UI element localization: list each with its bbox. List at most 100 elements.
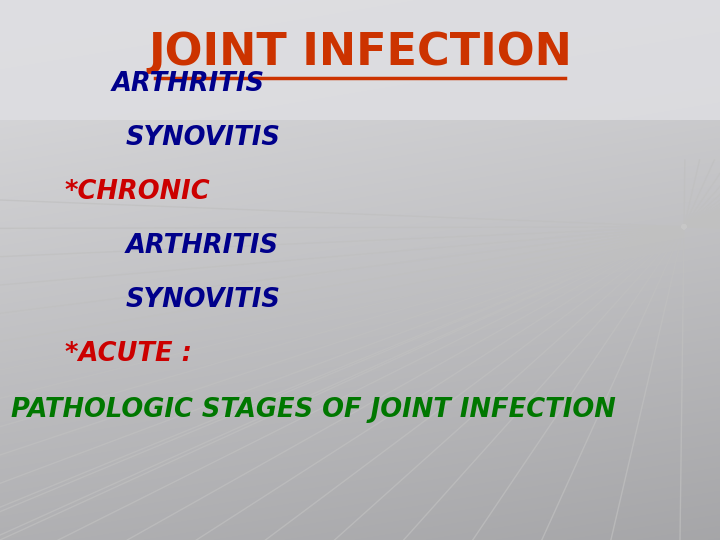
- Bar: [0, 76, 720, 78]
- Circle shape: [682, 225, 686, 229]
- Circle shape: [682, 225, 686, 229]
- Circle shape: [682, 225, 686, 229]
- Circle shape: [682, 225, 686, 229]
- Circle shape: [682, 225, 686, 229]
- Circle shape: [682, 225, 686, 229]
- Circle shape: [682, 225, 686, 229]
- Bar: [0, 12, 720, 14]
- Text: *ACUTE :: *ACUTE :: [65, 341, 192, 367]
- Bar: [0, 34, 720, 36]
- Bar: [0, 26, 720, 28]
- Bar: [0, 2, 720, 4]
- Bar: [0, 20, 720, 22]
- Circle shape: [682, 225, 686, 229]
- Circle shape: [682, 225, 686, 229]
- Circle shape: [682, 225, 686, 229]
- Circle shape: [682, 225, 686, 229]
- Circle shape: [682, 225, 686, 229]
- Circle shape: [682, 225, 686, 229]
- Circle shape: [682, 225, 686, 229]
- Circle shape: [682, 225, 686, 229]
- Circle shape: [682, 225, 686, 229]
- Circle shape: [682, 225, 686, 229]
- Circle shape: [682, 225, 686, 229]
- Circle shape: [682, 225, 686, 229]
- Circle shape: [682, 225, 686, 229]
- Bar: [0, 44, 720, 46]
- Circle shape: [682, 225, 686, 229]
- Circle shape: [682, 225, 686, 229]
- Circle shape: [682, 225, 686, 229]
- Bar: [0, 60, 720, 62]
- Circle shape: [682, 225, 686, 229]
- Circle shape: [682, 225, 686, 229]
- Bar: [0, 70, 720, 72]
- Circle shape: [682, 225, 686, 229]
- Circle shape: [682, 225, 686, 229]
- Circle shape: [682, 225, 686, 229]
- Bar: [0, 18, 720, 20]
- Bar: [0, 48, 720, 50]
- Circle shape: [682, 225, 686, 229]
- Circle shape: [682, 225, 686, 229]
- Circle shape: [682, 225, 686, 229]
- Circle shape: [682, 225, 686, 229]
- Circle shape: [682, 225, 686, 229]
- Circle shape: [682, 225, 686, 229]
- Bar: [0, 4, 720, 6]
- Circle shape: [682, 225, 686, 229]
- Circle shape: [682, 225, 686, 229]
- Circle shape: [682, 225, 686, 229]
- Circle shape: [682, 225, 686, 229]
- Bar: [0, 64, 720, 66]
- Circle shape: [682, 225, 686, 229]
- Circle shape: [682, 225, 686, 229]
- Circle shape: [682, 225, 686, 229]
- Circle shape: [682, 225, 686, 229]
- Circle shape: [682, 225, 686, 229]
- Circle shape: [682, 225, 686, 229]
- Circle shape: [682, 225, 686, 229]
- Text: SYNOVITIS: SYNOVITIS: [126, 125, 281, 151]
- Circle shape: [682, 225, 686, 229]
- Circle shape: [682, 225, 686, 229]
- Circle shape: [682, 225, 686, 229]
- Circle shape: [682, 225, 686, 229]
- Circle shape: [682, 225, 686, 229]
- Circle shape: [682, 225, 686, 229]
- Circle shape: [682, 225, 686, 229]
- Circle shape: [682, 225, 686, 229]
- Bar: [0, 54, 720, 56]
- Circle shape: [682, 225, 686, 229]
- Circle shape: [682, 225, 686, 229]
- Circle shape: [682, 225, 686, 229]
- Circle shape: [682, 225, 686, 229]
- Bar: [0, 8, 720, 10]
- Circle shape: [682, 225, 686, 229]
- Circle shape: [682, 225, 686, 229]
- Text: PATHOLOGIC STAGES OF JOINT INFECTION: PATHOLOGIC STAGES OF JOINT INFECTION: [11, 397, 616, 423]
- Circle shape: [682, 225, 686, 229]
- Text: *CHRONIC: *CHRONIC: [65, 179, 210, 205]
- Circle shape: [682, 225, 686, 229]
- Circle shape: [682, 225, 686, 229]
- Bar: [0, 68, 720, 70]
- Circle shape: [682, 225, 686, 229]
- Circle shape: [682, 225, 686, 229]
- Bar: [0, 40, 720, 42]
- Circle shape: [682, 225, 686, 229]
- Bar: [0, 62, 720, 64]
- Text: ARTHRITIS: ARTHRITIS: [112, 71, 265, 97]
- Circle shape: [682, 225, 686, 229]
- Bar: [0, 32, 720, 34]
- Bar: [0, 22, 720, 24]
- Circle shape: [682, 225, 686, 229]
- Circle shape: [682, 225, 686, 229]
- Circle shape: [682, 225, 686, 229]
- Circle shape: [682, 225, 686, 229]
- Circle shape: [682, 225, 686, 229]
- Circle shape: [682, 225, 686, 229]
- Bar: [0, 78, 720, 80]
- Circle shape: [682, 225, 686, 229]
- Text: JOINT INFECTION: JOINT INFECTION: [148, 30, 572, 73]
